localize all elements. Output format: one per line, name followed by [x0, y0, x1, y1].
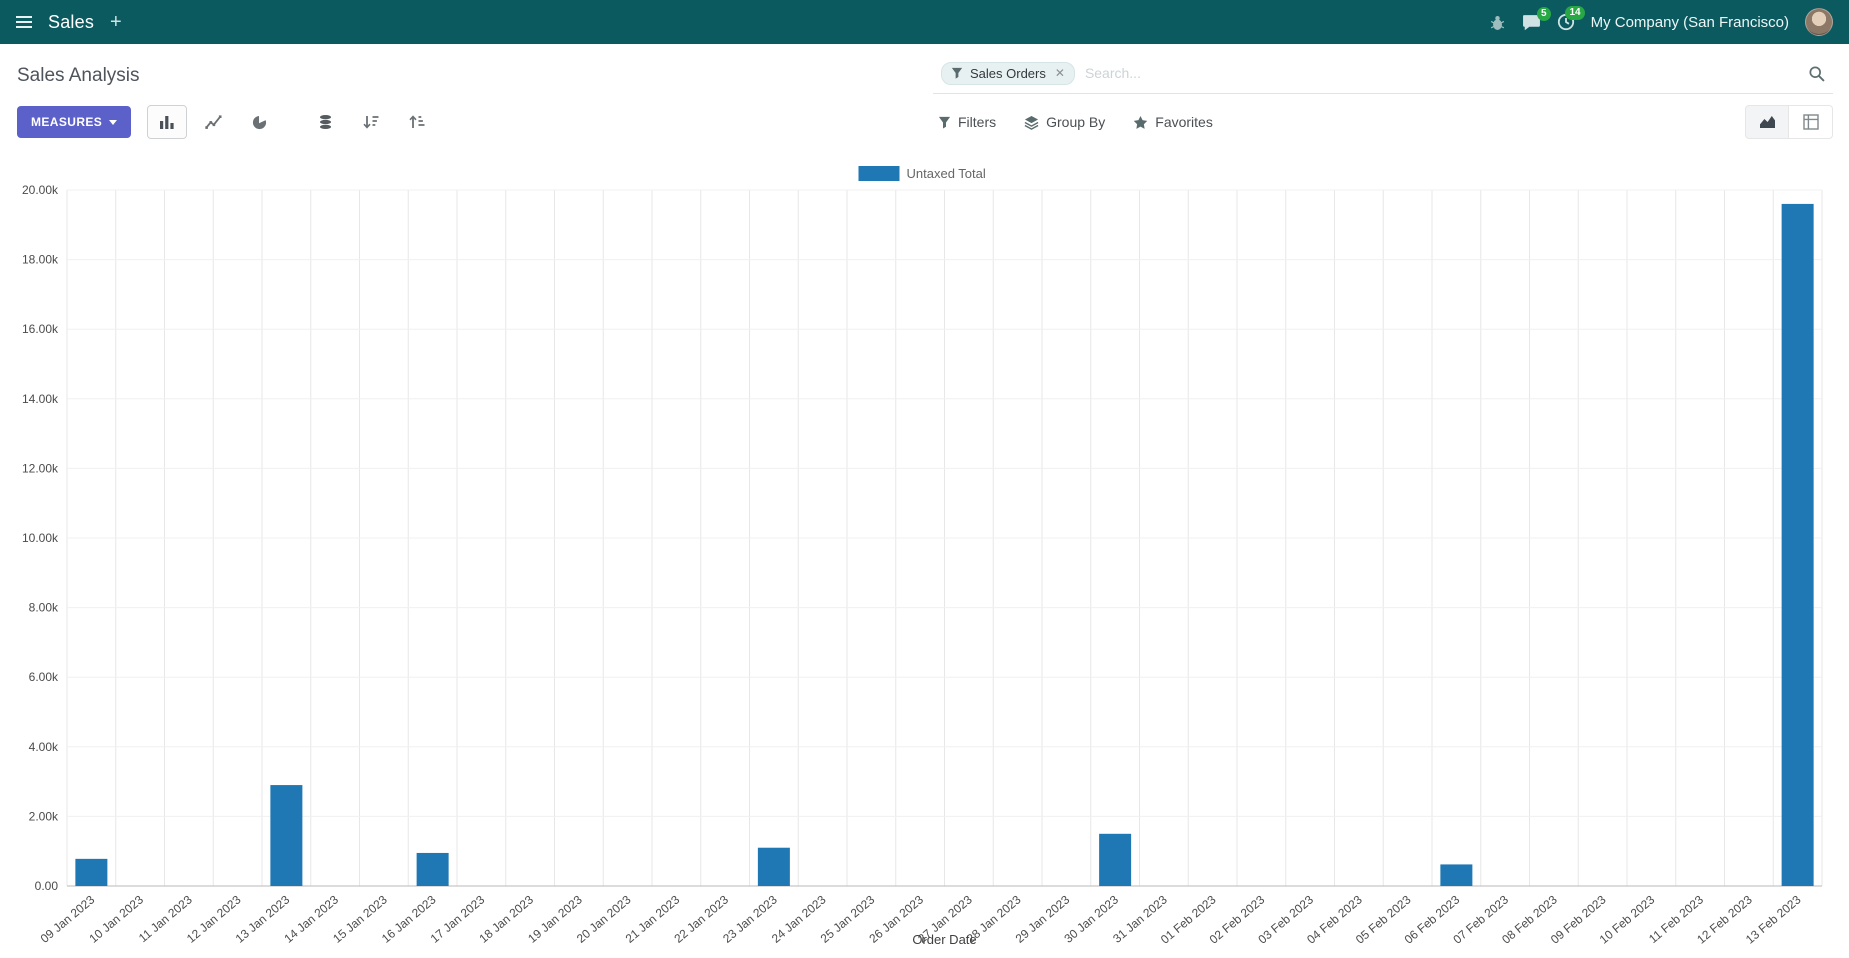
bar-13 Jan 2023[interactable]	[270, 785, 303, 886]
chat-icon	[1522, 14, 1540, 30]
bar-06 Feb 2023[interactable]	[1440, 864, 1473, 886]
graph-view-button[interactable]	[1745, 105, 1789, 139]
y-tick-label: 8.00k	[29, 601, 59, 615]
magnifier-icon	[1809, 65, 1825, 82]
top-navbar: Sales + 5 14 My Company (San Francisco)	[0, 0, 1849, 44]
bar-23 Jan 2023[interactable]	[757, 847, 790, 886]
chart-legend[interactable]: Untaxed Total	[858, 166, 986, 181]
line-chart-button[interactable]	[193, 105, 233, 139]
apps-menu-icon[interactable]	[16, 16, 32, 28]
y-tick-label: 14.00k	[22, 392, 59, 406]
activities-badge: 14	[1565, 6, 1585, 20]
bar-chart-icon	[160, 116, 174, 129]
pie-chart-button[interactable]	[239, 105, 279, 139]
layers-icon	[1024, 115, 1039, 130]
legend-swatch	[858, 166, 900, 181]
sort-descending-button[interactable]	[351, 105, 391, 139]
sort-descending-icon	[363, 116, 379, 129]
chart-grid	[66, 189, 1823, 887]
search-input[interactable]	[1084, 65, 1798, 81]
systray: 5 14 My Company (San Francisco)	[1489, 6, 1833, 36]
bar-30 Jan 2023[interactable]	[1099, 833, 1132, 886]
control-panel-bottom-row: MEASURES	[0, 102, 1849, 142]
group-by-menu[interactable]: Group By	[1024, 114, 1105, 130]
stacked-toggle-button[interactable]	[305, 105, 345, 139]
breadcrumb-title: Sales Analysis	[17, 65, 140, 86]
company-switcher[interactable]: My Company (San Francisco)	[1590, 13, 1789, 31]
bar-16 Jan 2023[interactable]	[416, 852, 449, 886]
messages-menu[interactable]: 5	[1522, 6, 1551, 31]
sales-analysis-bar-chart[interactable]: 0.00 2.00k 4.00k 6.00k 8.00k 10.00k 12.00k 14.0…	[0, 148, 1849, 958]
caret-down-icon	[109, 119, 118, 125]
y-tick-label: 12.00k	[22, 461, 59, 475]
stacked-icon	[319, 115, 331, 129]
search-options: Filters Group By Favorites	[938, 102, 1213, 142]
facet-remove-icon[interactable]: ✕	[1054, 66, 1065, 80]
control-panel: Sales Analysis Sales Orders ✕ MEASURES	[0, 44, 1849, 148]
sort-ascending-button[interactable]	[397, 105, 437, 139]
measures-label: MEASURES	[31, 115, 103, 129]
filters-label: Filters	[958, 114, 997, 130]
favorites-menu[interactable]: Favorites	[1133, 114, 1213, 130]
y-tick-label: 2.00k	[29, 809, 59, 823]
debug-bug-icon[interactable]	[1489, 14, 1506, 31]
y-axis-labels: 0.00 2.00k 4.00k 6.00k 8.00k 10.00k 12.00k 14.0…	[22, 183, 59, 893]
activities-menu[interactable]: 14	[1557, 6, 1585, 31]
search-facet-sales-orders[interactable]: Sales Orders ✕	[941, 61, 1075, 85]
pie-chart-icon	[252, 114, 267, 129]
sort-ascending-icon	[409, 115, 425, 128]
filter-icon	[951, 67, 963, 79]
facet-label: Sales Orders	[970, 65, 1046, 81]
legend-label: Untaxed Total	[907, 166, 986, 181]
view-switcher	[1745, 102, 1833, 142]
line-chart-icon	[205, 115, 222, 129]
bar-chart-button[interactable]	[147, 105, 188, 139]
chart-area: 0.00 2.00k 4.00k 6.00k 8.00k 10.00k 12.00k 14.0…	[0, 148, 1849, 958]
y-tick-label: 18.00k	[22, 253, 59, 267]
y-tick-label: 10.00k	[22, 531, 59, 545]
app-name[interactable]: Sales	[48, 11, 95, 32]
x-tick-label: 10 Jan 2023	[86, 892, 146, 945]
bug-icon	[1490, 15, 1504, 30]
favorites-label: Favorites	[1155, 114, 1213, 130]
x-axis-title: Order Date	[912, 932, 976, 947]
user-avatar[interactable]	[1805, 8, 1833, 36]
star-icon	[1134, 115, 1148, 129]
bar-13 Feb 2023[interactable]	[1781, 203, 1814, 887]
search-bar[interactable]: Sales Orders ✕	[933, 59, 1833, 94]
bar-09 Jan 2023[interactable]	[75, 858, 108, 886]
area-chart-icon	[1759, 116, 1775, 128]
filters-menu[interactable]: Filters	[938, 114, 996, 130]
search-button[interactable]	[1808, 65, 1825, 82]
y-tick-label: 16.00k	[22, 322, 59, 336]
measures-button[interactable]: MEASURES	[17, 106, 132, 138]
y-tick-label: 20.00k	[22, 183, 59, 197]
bars[interactable]	[75, 203, 1814, 887]
filter-icon	[938, 116, 951, 129]
group-by-label: Group By	[1046, 114, 1106, 130]
navbar-left: Sales +	[16, 12, 122, 33]
messages-badge: 5	[1537, 6, 1551, 21]
pivot-table-icon	[1802, 114, 1819, 130]
pivot-view-button[interactable]	[1789, 105, 1833, 139]
y-tick-label: 4.00k	[29, 740, 59, 754]
plus-icon[interactable]: +	[110, 11, 122, 33]
y-tick-label: 6.00k	[29, 670, 59, 684]
control-panel-top-row: Sales Analysis Sales Orders ✕	[0, 56, 1849, 96]
graph-toolbar: MEASURES	[17, 105, 437, 139]
y-tick-label: 0.00	[35, 879, 59, 893]
